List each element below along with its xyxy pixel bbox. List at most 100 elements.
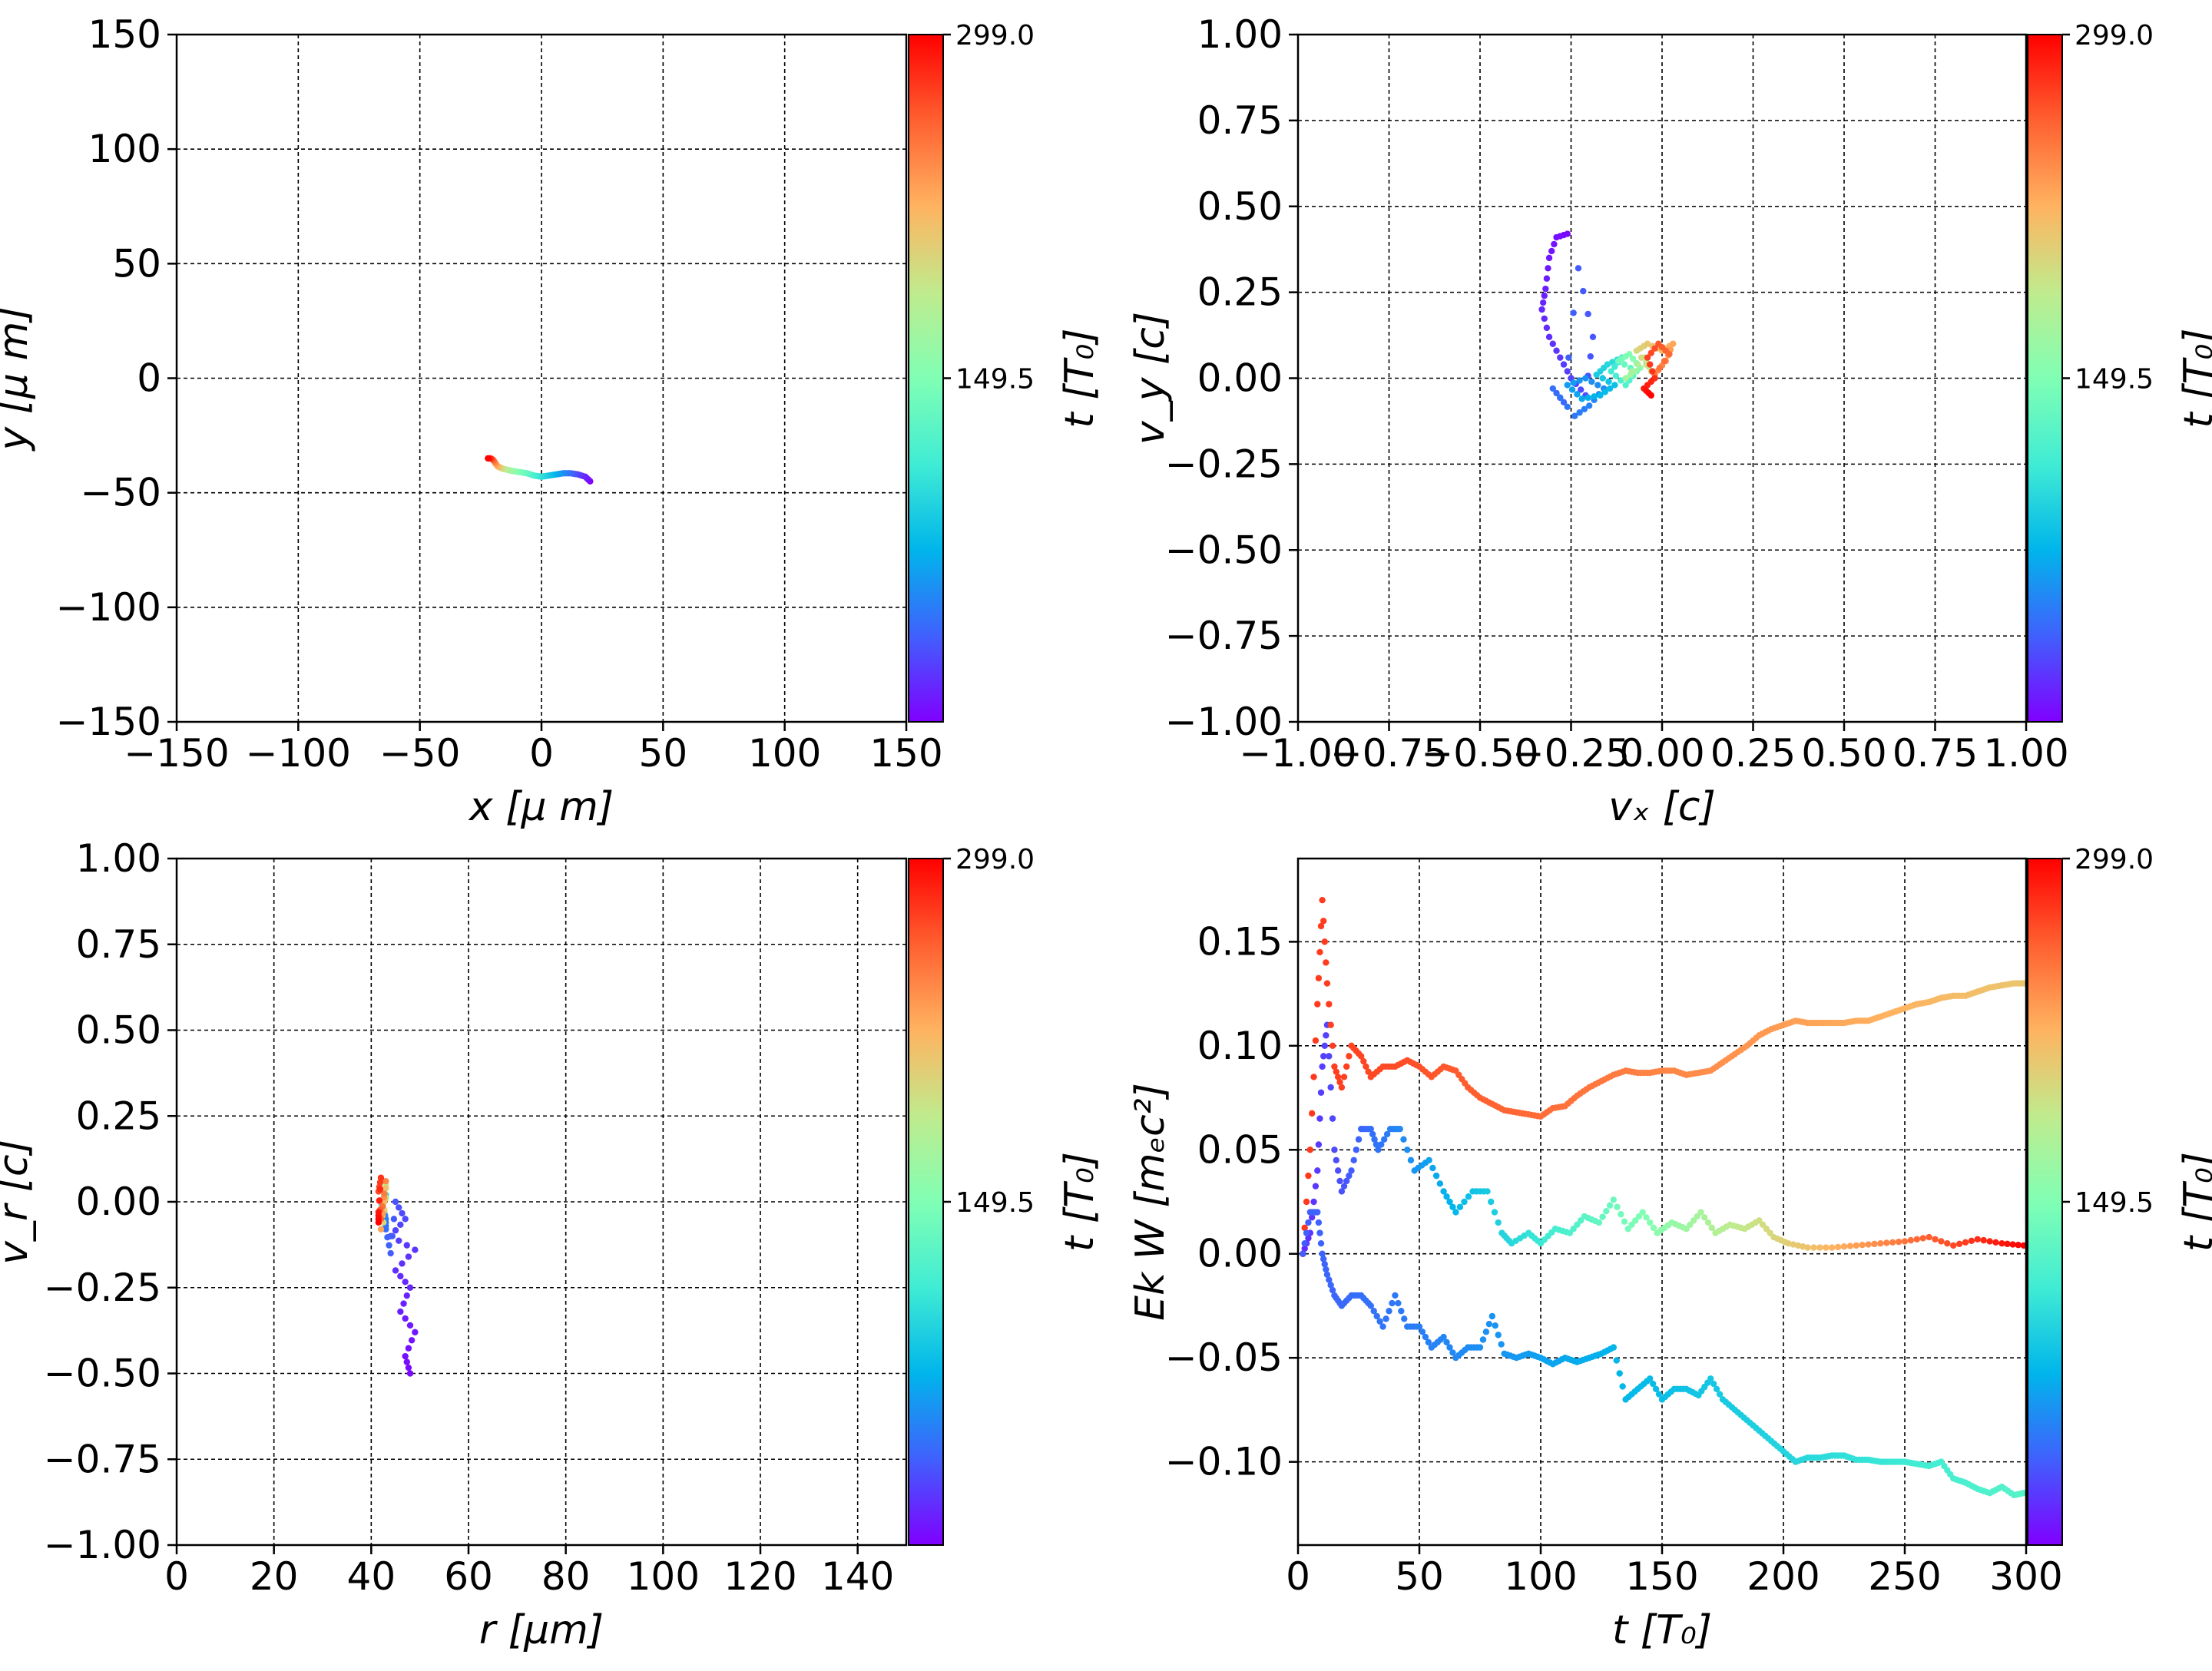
y-tick-label: 0.75 (1197, 98, 1283, 143)
data-point (1587, 352, 1594, 360)
data-point (1708, 1224, 1715, 1232)
data-point (1334, 1167, 1342, 1174)
x-axis-label: x [μ m] (468, 784, 614, 830)
data-point (1568, 386, 1576, 393)
data-point (1538, 306, 1545, 313)
colorbar (908, 858, 944, 1546)
y-tick-label: 1.00 (76, 836, 161, 881)
data-point (485, 455, 492, 462)
series-0 (485, 455, 594, 485)
data-point (1316, 948, 1323, 956)
data-point (1491, 1209, 1498, 1216)
x-tick-label: 150 (1625, 1554, 1698, 1599)
data-point (1632, 1217, 1639, 1224)
data-point (1962, 1239, 1969, 1246)
series-0 (1300, 1021, 2028, 1257)
y-axis-label: y [μ m] (0, 306, 37, 452)
data-point (1710, 1380, 1717, 1388)
x-tick-label: 0 (529, 731, 554, 776)
data-point (1877, 1239, 1884, 1247)
x-tick-label: 120 (724, 1554, 796, 1599)
data-point (1398, 1308, 1405, 1315)
data-point (1317, 1089, 1325, 1096)
data-point (397, 1308, 404, 1315)
y-tick-label: −0.25 (1165, 442, 1283, 486)
colorbar-tick-label: 149.5 (2075, 364, 2154, 395)
data-point (1440, 1188, 1447, 1195)
data-point (1320, 1256, 1327, 1262)
data-point (1407, 1156, 1415, 1164)
data-point (1599, 1213, 1606, 1220)
data-point (1327, 1021, 1334, 1028)
data-point (1380, 1136, 1388, 1143)
data-point (1570, 309, 1577, 316)
x-tick-label: 0.25 (1710, 731, 1796, 776)
data-point (1859, 1242, 1866, 1249)
data-point (405, 1253, 412, 1260)
data-point (1326, 1276, 1333, 1283)
data-point (1316, 1115, 1323, 1122)
data-point (405, 1345, 412, 1352)
data-point (1647, 1219, 1654, 1226)
data-point (1482, 1329, 1490, 1335)
data-point (1564, 368, 1571, 375)
y-tick-label: −0.75 (1165, 614, 1283, 658)
colorbar-tick-label: 149.5 (2075, 1187, 2154, 1219)
data-point (402, 1315, 409, 1322)
y-tick-label: −0.50 (1165, 528, 1283, 572)
colorbar-label: t [T₀] (1057, 1152, 1103, 1252)
panel-radial-velocity: 0 20 40 60 80 100 120 140 1.00 0.75 0.50 0.25 0.00 −0… (0, 836, 1103, 1653)
data-point (1314, 1001, 1321, 1008)
data-point (390, 1216, 398, 1223)
data-point (406, 1322, 414, 1329)
data-point (1331, 1147, 1338, 1153)
data-point (1426, 1156, 1432, 1164)
data-point (1301, 1245, 1308, 1252)
data-point (1488, 1312, 1496, 1320)
data-point (1611, 363, 1618, 370)
data-point (412, 1329, 419, 1336)
y-tick-label: 0.05 (1197, 1127, 1283, 1172)
data-point (1315, 974, 1323, 981)
x-tick-label: 0.00 (1619, 731, 1704, 776)
data-point (1346, 1172, 1353, 1180)
data-point (1694, 1213, 1701, 1220)
x-tick-label: 40 (347, 1554, 396, 1599)
x-tick-label: −1.00 (1239, 731, 1356, 776)
data-point (1560, 361, 1568, 368)
panel-position: −150 −100 −50 0 50 100 150 150 100 50 0 −50 −100 −150… (0, 12, 1103, 830)
data-point (396, 1204, 402, 1211)
data-point (1367, 1125, 1375, 1133)
data-point (1655, 340, 1662, 347)
data-point (1974, 1236, 1981, 1242)
data-point (1346, 1053, 1353, 1060)
data-point (1950, 1242, 1957, 1249)
data-point (405, 1364, 412, 1372)
data-point (1373, 1312, 1380, 1320)
x-tick-label: −0.75 (1330, 731, 1448, 776)
data-point (1340, 1074, 1348, 1080)
data-point (1326, 1053, 1333, 1060)
data-point (1539, 299, 1547, 306)
data-point (1449, 1203, 1456, 1210)
data-point (1321, 1042, 1328, 1050)
data-point (1548, 247, 1555, 255)
x-tick-label: 0 (164, 1554, 189, 1599)
data-point (1655, 1391, 1663, 1398)
series-0 (375, 1174, 419, 1377)
data-point (1810, 1244, 1817, 1251)
data-point (1378, 1141, 1385, 1148)
x-tick-label: 60 (444, 1554, 493, 1599)
data-point (1338, 1084, 1346, 1091)
panel-energy: 0 50 100 150 200 250 300 0.15 0.10 0.05 0.00 −0.05 −… (1128, 844, 2212, 1653)
data-point (1323, 1271, 1331, 1279)
data-point (1310, 1198, 1317, 1206)
y-tick-label: −0.05 (1165, 1335, 1283, 1380)
data-point (1586, 402, 1593, 409)
x-tick-label: 50 (639, 731, 688, 776)
data-point (1944, 1239, 1951, 1247)
data-point (1560, 399, 1568, 406)
data-point (1938, 1238, 1945, 1245)
data-point (1446, 1344, 1453, 1351)
data-point (1901, 1238, 1909, 1245)
